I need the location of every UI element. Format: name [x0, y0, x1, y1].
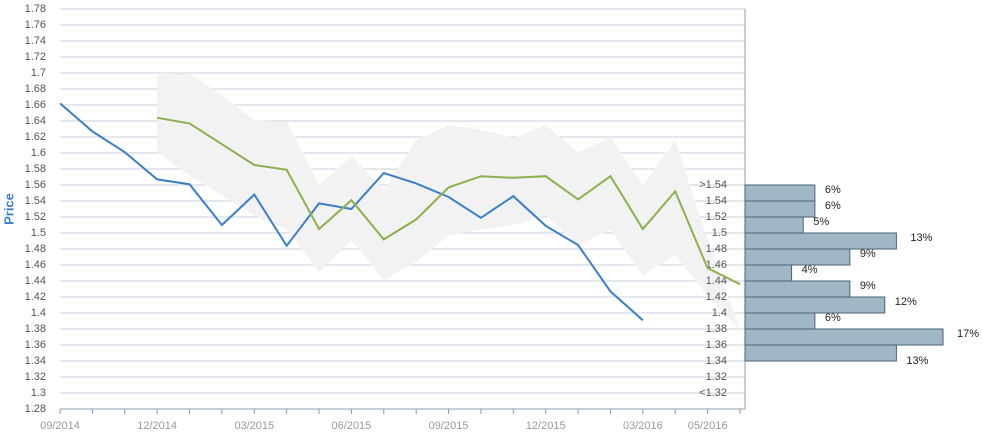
y-tick-label: 1.68: [25, 83, 46, 95]
bin-label: >1.54: [699, 179, 727, 191]
bin-label: 1.46: [706, 259, 727, 271]
y-tick-label: 1.38: [25, 323, 46, 335]
y-tick-label: 1.28: [25, 403, 46, 415]
bin-label: <1.32: [699, 387, 727, 399]
y-tick-label: 1.58: [25, 163, 46, 175]
bar-value-label: 6%: [825, 200, 841, 212]
bar-value-label: 13%: [910, 232, 932, 244]
y-tick-label: 1.6: [31, 147, 46, 159]
y-tick-label: 1.48: [25, 243, 46, 255]
bin-label: 1.38: [706, 323, 727, 335]
y-tick-label: 1.76: [25, 19, 46, 31]
bin-label: 1.54: [706, 195, 727, 207]
histogram-bar: [744, 280, 851, 298]
bar-value-label: 17%: [957, 328, 979, 340]
bin-label: 1.44: [706, 275, 727, 287]
x-tick-label: 12/2014: [137, 420, 177, 432]
x-tick-label: 06/2015: [332, 420, 372, 432]
y-tick-label: 1.3: [31, 387, 46, 399]
y-tick-label: 1.78: [25, 3, 46, 15]
y-tick-label: 1.4: [31, 307, 46, 319]
y-tick-label: 1.34: [25, 355, 46, 367]
bin-label: 1.36: [706, 339, 727, 351]
y-tick-label: 1.44: [25, 275, 46, 287]
bar-value-label: 4%: [802, 264, 818, 276]
y-tick-label: 1.5: [31, 227, 46, 239]
y-tick-label: 1.56: [25, 179, 46, 191]
bin-label: 1.48: [706, 243, 727, 255]
x-tick-label: 05/2016: [688, 420, 728, 432]
histogram-bar: [744, 264, 793, 282]
histogram-bar: [744, 296, 886, 314]
y-tick-label: 1.52: [25, 211, 46, 223]
histogram-bar: [744, 200, 816, 218]
x-tick-label: 03/2015: [234, 420, 274, 432]
y-tick-label: 1.32: [25, 371, 46, 383]
y-tick-label: 1.46: [25, 259, 46, 271]
y-axis-title: Price: [1, 193, 16, 225]
bin-label: 1.32: [706, 371, 727, 383]
bin-label: 1.5: [712, 227, 727, 239]
bin-label: 1.42: [706, 291, 727, 303]
bar-value-label: 13%: [906, 355, 928, 367]
bar-value-label: 5%: [813, 216, 829, 228]
x-tick-label: 09/2015: [429, 420, 469, 432]
y-tick-label: 1.62: [25, 131, 46, 143]
y-tick-label: 1.42: [25, 291, 46, 303]
y-tick-label: 1.66: [25, 99, 46, 111]
y-tick-label: 1.36: [25, 339, 46, 351]
y-tick-label: 1.7: [31, 67, 46, 79]
y-tick-label: 1.64: [25, 115, 46, 127]
x-tick-label: 09/2014: [40, 420, 80, 432]
histogram-bar: [744, 312, 816, 330]
x-tick-label: 03/2016: [623, 420, 663, 432]
y-tick-label: 1.54: [25, 195, 46, 207]
y-tick-label: 1.72: [25, 51, 46, 63]
histogram-bar: [744, 216, 804, 234]
histogram-bar: [744, 344, 897, 362]
y-tick-label: 1.74: [25, 35, 46, 47]
line-series: [156, 116, 741, 286]
line-series: [59, 102, 644, 321]
bar-value-label: 12%: [895, 296, 917, 308]
histogram-bar: [744, 248, 851, 266]
bar-value-label: 9%: [860, 248, 876, 260]
bin-label: 1.52: [706, 211, 727, 223]
bin-label: 1.34: [706, 355, 727, 367]
x-tick-label: 12/2015: [526, 420, 566, 432]
range-band: [157, 73, 740, 330]
histogram-bar: [744, 232, 897, 250]
histogram-bar: [744, 184, 816, 202]
histogram-bar: [744, 328, 944, 346]
bar-value-label: 9%: [860, 280, 876, 292]
bar-value-label: 6%: [825, 312, 841, 324]
bin-label: 1.4: [712, 307, 727, 319]
bar-value-label: 6%: [825, 184, 841, 196]
